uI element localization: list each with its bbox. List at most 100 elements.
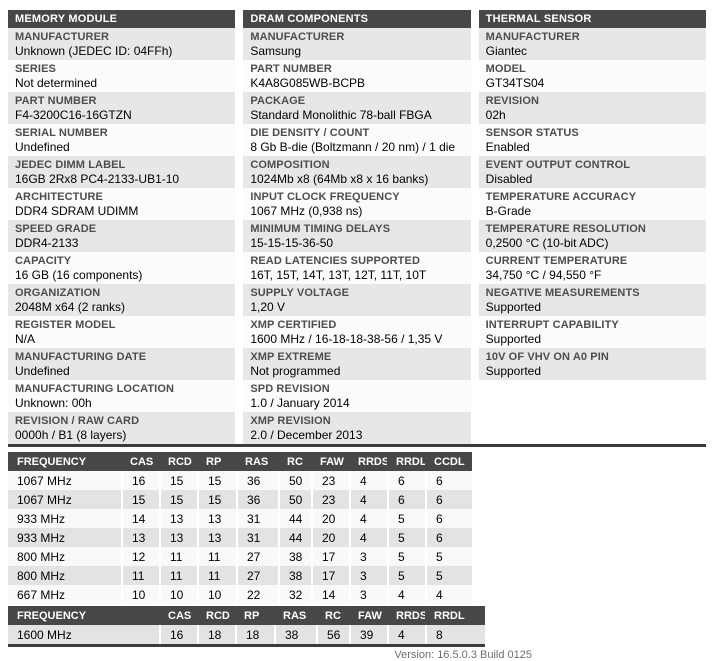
field-label: SPD REVISION [250, 383, 330, 395]
table-cell: 11 [159, 547, 197, 566]
field-label: DIE DENSITY / COUNT [250, 127, 370, 139]
table-cell: 13 [197, 528, 236, 547]
field-value: GT34TS04 [485, 76, 545, 90]
field-label: REVISION [485, 95, 540, 107]
field-value: 1,20 V [250, 300, 286, 314]
info-row-architecture: ARCHITECTURE DDR4 SDRAM UDIMM [8, 188, 236, 220]
jedec-timing-table: FREQUENCY CAS RCD RP RAS RC FAW RRDS RRDL CCDL 106… [8, 452, 472, 604]
column-header-ras: RAS [274, 606, 316, 625]
table-cell: 44 [278, 509, 311, 528]
field-label: XMP CERTIFIED [250, 319, 337, 331]
table-cell: 5 [425, 566, 472, 585]
field-value: 0,2500 °C (10-bit ADC) [485, 236, 609, 250]
version-text: Version: 16.5.0.3 Build 0125 [394, 649, 532, 661]
table-cell: 56 [316, 625, 349, 644]
table-cell: 32 [278, 585, 311, 604]
table-cell: 11 [121, 566, 159, 585]
field-value: 15-15-15-36-50 [250, 236, 334, 250]
table-cell: 10 [121, 585, 159, 604]
info-row-serial-number: SERIAL NUMBER Undefined [8, 124, 236, 156]
column-header-cas: CAS [121, 452, 159, 471]
table-cell: 1067 MHz [8, 490, 121, 509]
table-row: 1600 MHz 16 18 18 38 56 39 4 8 [8, 625, 485, 644]
table-cell: 27 [236, 566, 278, 585]
table-cell: 13 [159, 509, 197, 528]
field-value: 16GB 2Rx8 PC4-2133-UB1-10 [15, 172, 180, 186]
info-row-temperature-accuracy: TEMPERATURE ACCURACY B-Grade [478, 188, 706, 220]
table-cell: 12 [121, 547, 159, 566]
panel-rows: MANUFACTURER Samsung PART NUMBER K4A8G085WB… [243, 28, 471, 444]
field-value: Standard Monolithic 78-ball FBGA [250, 108, 432, 122]
field-label: PACKAGE [250, 95, 306, 107]
panel-title: DRAM COMPONENTS [243, 10, 471, 28]
table-cell: 5 [387, 566, 425, 585]
table-cell: 1067 MHz [8, 471, 121, 490]
table-cell: 6 [387, 490, 425, 509]
table-cell: 31 [236, 528, 278, 547]
field-value: Undefined [15, 140, 70, 154]
field-value: 1067 MHz (0,938 ns) [250, 204, 363, 218]
column-header-frequency: FREQUENCY [8, 452, 121, 471]
panel-dram-components: DRAM COMPONENTS MANUFACTURER Samsung PART … [243, 10, 471, 444]
field-value: 34,750 °C / 94,550 °F [485, 268, 602, 282]
field-value: Supported [485, 332, 542, 346]
field-value: Giantec [485, 44, 528, 58]
field-label: CAPACITY [15, 255, 72, 267]
field-value: N/A [15, 332, 36, 346]
table-cell: 933 MHz [8, 509, 121, 528]
table-cell: 16 [159, 625, 197, 644]
table-cell: 933 MHz [8, 528, 121, 547]
info-row-manufacturer: MANUFACTURER Samsung [243, 28, 471, 60]
info-row-register-model: REGISTER MODEL N/A [8, 316, 236, 348]
field-label: ARCHITECTURE [15, 191, 103, 203]
field-value: 8 Gb B-die (Boltzmann / 20 nm) / 1 die [250, 140, 456, 154]
table-cell: 27 [236, 547, 278, 566]
field-value: Supported [485, 300, 542, 314]
table-cell: 5 [387, 547, 425, 566]
info-row-xmp-certified: XMP CERTIFIED 1600 MHz / 16-18-18-38-56 /… [243, 316, 471, 348]
field-label: EVENT OUTPUT CONTROL [485, 159, 631, 171]
info-row-xmp-revision: XMP REVISION 2.0 / December 2013 [243, 412, 471, 444]
field-value: K4A8G085WB-BCPB [250, 76, 366, 90]
column-header-rcd: RCD [159, 452, 197, 471]
field-label: NEGATIVE MEASUREMENTS [485, 287, 640, 299]
field-label: SUPPLY VOLTAGE [250, 287, 350, 299]
table-cell: 16 [121, 471, 159, 490]
info-row-negative-measurements: NEGATIVE MEASUREMENTS Supported [478, 284, 706, 316]
info-row-10v-of-vhv-on-a0-pin: 10V OF VHV ON A0 PIN Supported [478, 348, 706, 380]
table-cell: 6 [425, 490, 472, 509]
field-label: PART NUMBER [250, 63, 332, 75]
panel-rows: MANUFACTURER Giantec MODEL GT34TS04 REVISION… [478, 28, 706, 380]
table-cell: 50 [278, 471, 311, 490]
info-row-model: MODEL GT34TS04 [478, 60, 706, 92]
table-cell: 6 [387, 471, 425, 490]
info-row-series: SERIES Not determined [8, 60, 236, 92]
info-row-spd-revision: SPD REVISION 1.0 / January 2014 [243, 380, 471, 412]
field-label: READ LATENCIES SUPPORTED [250, 255, 420, 267]
field-value: Unknown (JEDEC ID: 04FFh) [15, 44, 173, 58]
info-row-jedec-dimm-label: JEDEC DIMM LABEL 16GB 2Rx8 PC4-2133-UB1-1… [8, 156, 236, 188]
field-value: 1600 MHz / 16-18-18-38-56 / 1,35 V [250, 332, 443, 346]
field-value: DDR4 SDRAM UDIMM [15, 204, 139, 218]
info-row-speed-grade: SPEED GRADE DDR4-2133 [8, 220, 236, 252]
column-header-rrds: RRDS [349, 452, 387, 471]
info-panels: MEMORY MODULE MANUFACTURER Unknown (JEDEC… [8, 10, 706, 447]
info-row-interrupt-capability: INTERRUPT CAPABILITY Supported [478, 316, 706, 348]
table-cell: 6 [425, 471, 472, 490]
field-value: 16T, 15T, 14T, 13T, 12T, 11T, 10T [250, 268, 427, 282]
table-row: 1067 MHz 15 15 15 36 50 23 4 6 6 [8, 490, 472, 509]
column-header-rrdl: RRDL [425, 606, 485, 625]
table-cell: 800 MHz [8, 547, 121, 566]
info-row-part-number: PART NUMBER K4A8G085WB-BCPB [243, 60, 471, 92]
field-value: Undefined [15, 364, 70, 378]
info-row-event-output-control: EVENT OUTPUT CONTROL Disabled [478, 156, 706, 188]
table-cell: 38 [278, 566, 311, 585]
table-cell: 18 [235, 625, 274, 644]
table-cell: 3 [349, 566, 387, 585]
field-label: CURRENT TEMPERATURE [485, 255, 628, 267]
table-cell: 20 [311, 509, 349, 528]
info-row-xmp-extreme: XMP EXTREME Not programmed [243, 348, 471, 380]
info-row-manufacturer: MANUFACTURER Giantec [478, 28, 706, 60]
field-label: MANUFACTURER [250, 31, 345, 43]
field-value: Supported [485, 364, 542, 378]
